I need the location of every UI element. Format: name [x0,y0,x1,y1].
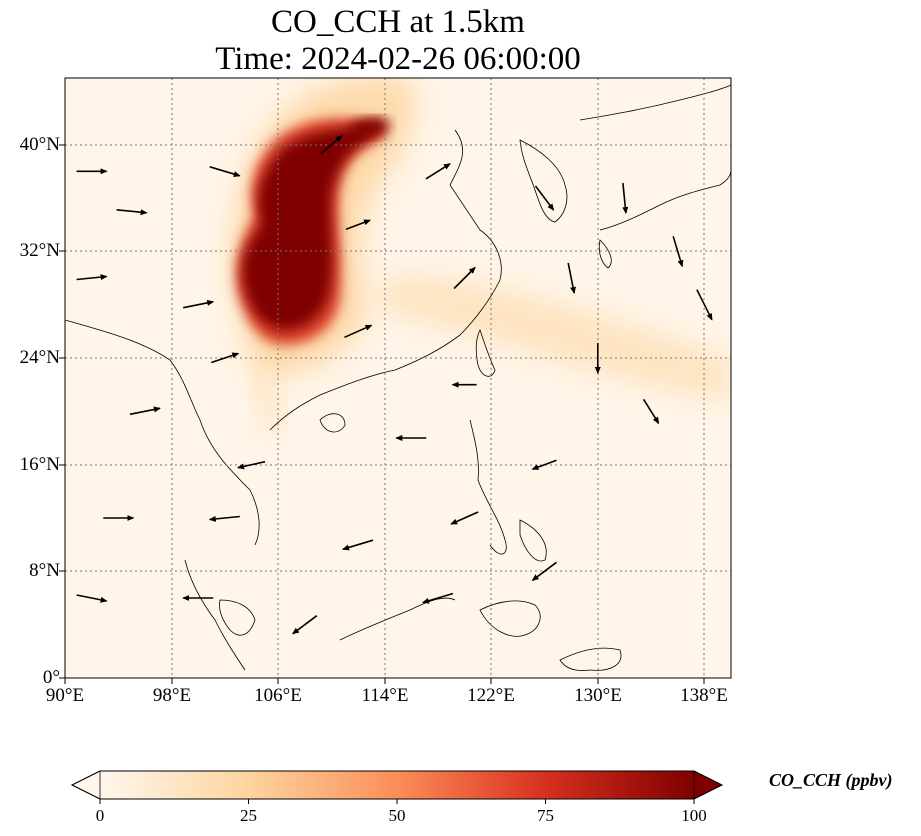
wind-vector-23 [76,594,108,603]
wind-vector-28 [345,219,371,230]
colorbar-max-extend [693,770,723,800]
wind-vector-21 [342,539,374,551]
wind-vector-3 [320,135,343,155]
co-plume [231,78,731,433]
colorbar-tick-75: 75 [537,806,554,825]
wind-vector-11 [344,324,373,339]
colorbar-tick-25: 25 [240,806,257,825]
colorbar-tick-0: 0 [95,806,105,825]
colorbar-tick-50: 50 [388,806,406,825]
lon-tick-98e: 98°E [152,685,192,706]
wind-vector-14 [642,398,660,425]
wind-vector-5 [534,185,555,211]
wind-vector-31 [211,352,240,364]
coastlines [65,84,731,671]
wind-vector-1 [116,209,148,216]
background-concentration [65,78,731,678]
lat-tick-24n: 24°N [19,347,60,368]
lat-tick-16n: 16°N [19,454,60,475]
lat-tick-8n: 8°N [29,560,60,581]
map-title: CO_CCH at 1.5km [271,4,525,40]
wind-vector-25 [291,615,318,635]
wind-vector-16 [237,460,266,470]
wind-vector-4 [425,163,451,180]
wind-vector-18 [531,459,557,470]
map-time-subtitle: Time: 2024-02-26 06:00:00 [215,41,581,77]
wind-vector-30 [567,262,576,294]
lon-tick-138e: 138°E [680,685,728,706]
wind-vector-26 [422,592,454,604]
wind-vector-2 [209,166,241,177]
wind-vector-9 [76,274,108,281]
colorbar-tick-100: 100 [681,806,707,825]
lon-tick-106e: 106°E [254,685,302,706]
lat-tick-0: 0° [42,667,60,688]
colorbar-min-extend [71,770,101,800]
wind-vector-15 [129,406,161,416]
wind-vector-29 [453,266,476,290]
wind-vector-7 [672,236,684,268]
colorbar-gradient [100,771,694,799]
gridlines [65,78,731,678]
wind-vector-22 [450,511,479,525]
colorbar-label: CO_CCH (ppbv) [769,770,893,790]
lon-tick-90e: 90°E [45,685,85,706]
wind-vectors [76,135,713,635]
wind-vector-27 [531,561,557,581]
tick-marks [59,144,705,684]
wind-vector-20 [208,515,240,522]
lat-tick-40n: 40°N [19,134,60,155]
colorbar [70,770,724,804]
lat-tick-32n: 32°N [19,240,60,261]
wind-vector-10 [183,299,215,309]
wind-vector-8 [696,289,713,321]
concentration-field [65,78,731,678]
lon-tick-114e: 114°E [361,685,409,706]
lon-tick-130e: 130°E [574,685,622,706]
lon-tick-122e: 122°E [467,685,515,706]
wind-vector-6 [622,182,629,214]
plot-frame [64,77,732,679]
